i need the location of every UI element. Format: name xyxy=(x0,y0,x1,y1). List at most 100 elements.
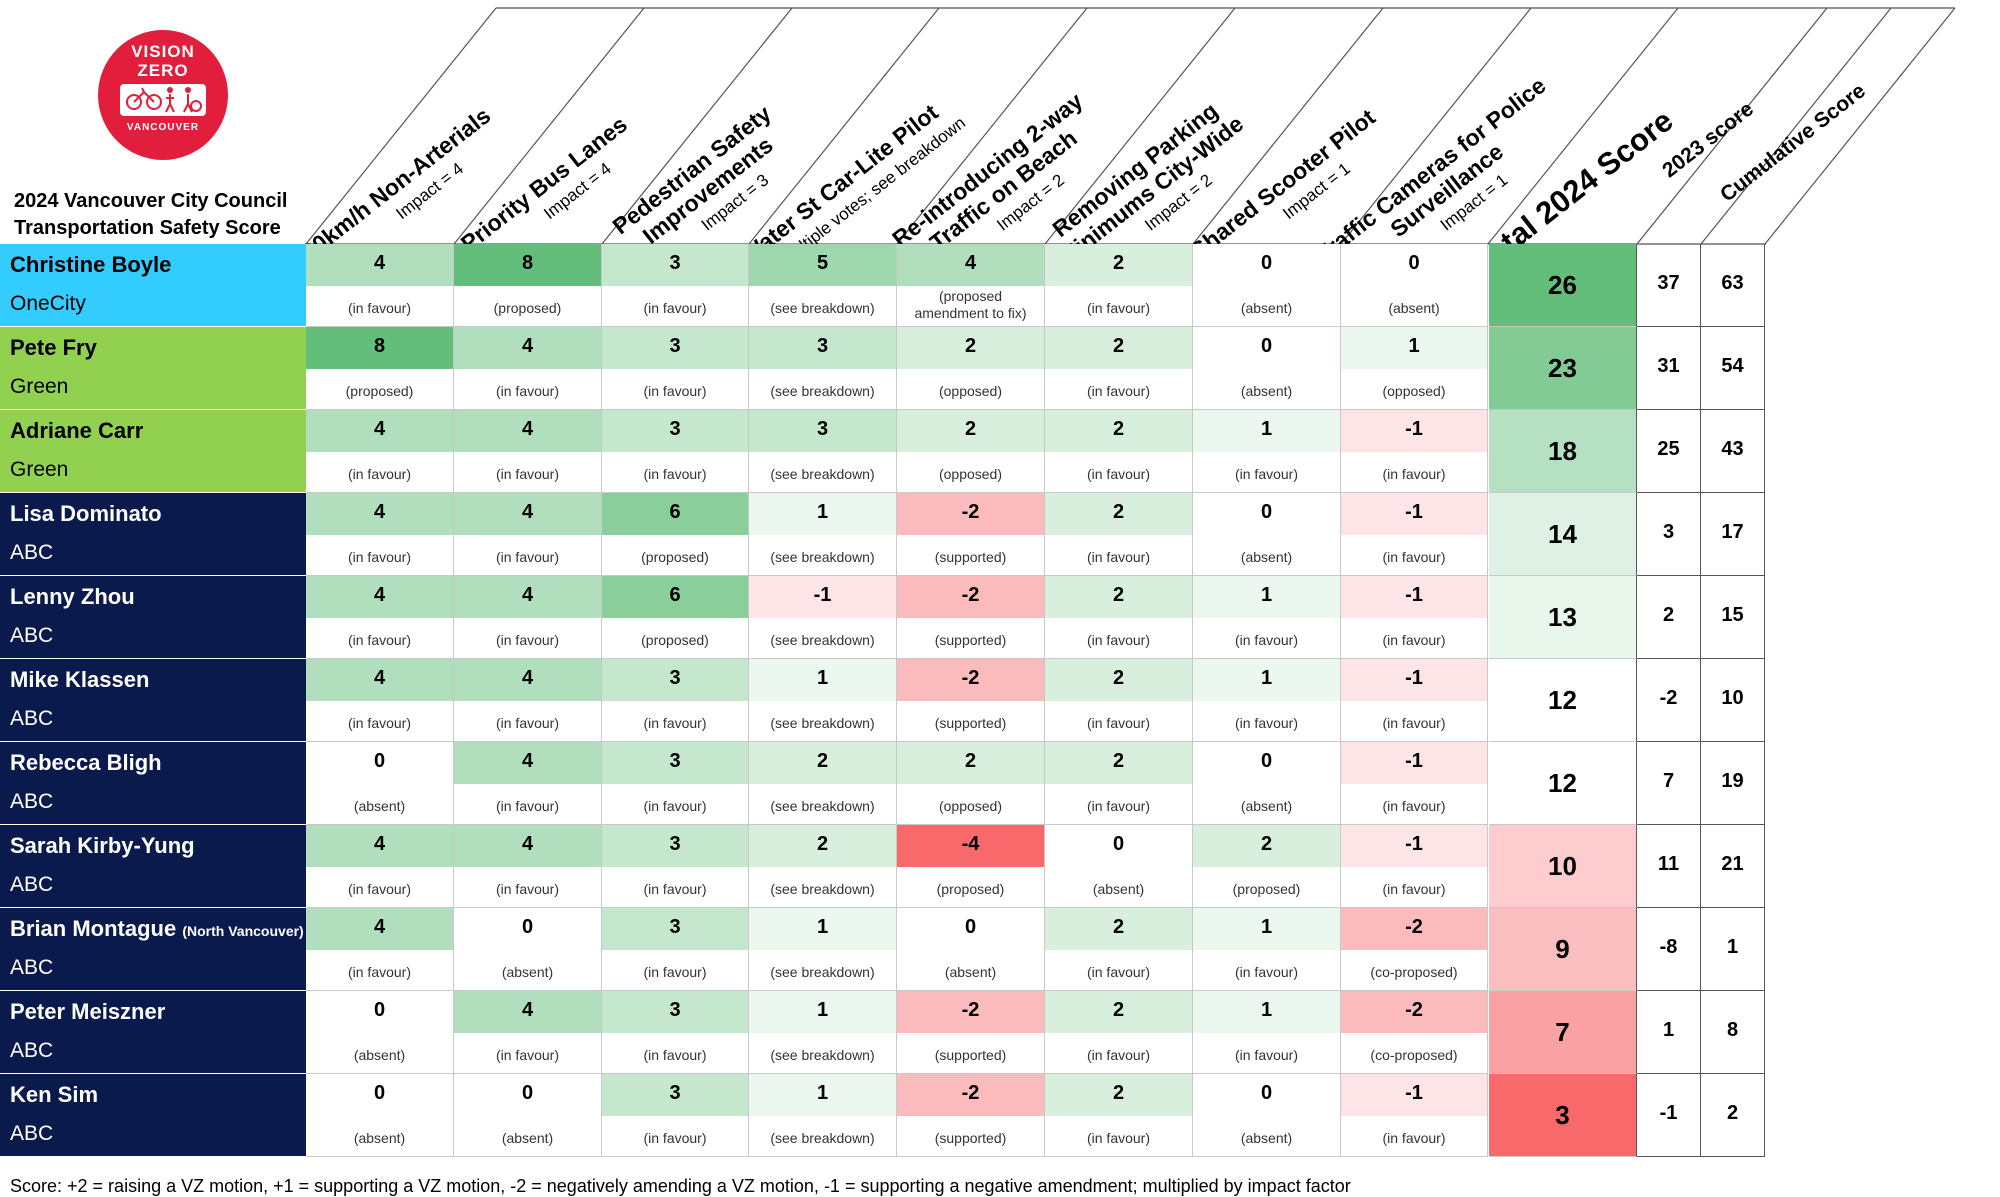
score-color-fill xyxy=(1045,327,1192,369)
score-cell: 0 (absent) xyxy=(306,1074,454,1157)
score-value: 2 xyxy=(964,750,977,772)
score-value: -1 xyxy=(813,584,832,606)
score-cell: 3 (in favour) xyxy=(602,908,749,991)
score-2023-value: 3 xyxy=(1662,521,1675,543)
score-cell: 4 (in favour) xyxy=(454,493,602,576)
vote-note: (proposed) xyxy=(641,549,709,565)
score-color-fill xyxy=(454,327,601,369)
score-value: 2 xyxy=(1112,999,1125,1021)
score-cell: 5 (see breakdown) xyxy=(749,244,897,327)
councillor-name: Peter Meiszner xyxy=(10,999,166,1024)
councillor-party: ABC xyxy=(10,790,54,813)
score-color-fill xyxy=(1045,244,1192,286)
councillor-name: Mike Klassen xyxy=(10,667,150,692)
cumulative-score-cell: 10 xyxy=(1701,659,1765,742)
score-color-fill xyxy=(1193,1074,1340,1116)
score-value: 4 xyxy=(521,335,534,357)
councillor-cell: Rebecca Bligh ABC xyxy=(0,742,306,825)
score-cell: 0 (absent) xyxy=(306,991,454,1074)
score-value: 6 xyxy=(669,501,681,523)
score-value: 2 xyxy=(1112,252,1125,274)
vote-note: (in favour) xyxy=(643,798,707,814)
vote-note: (in favour) xyxy=(495,466,560,482)
vote-note: (see breakdown) xyxy=(770,715,875,731)
councillor-name: Brian Montague xyxy=(10,916,177,941)
score-color-fill xyxy=(897,493,1044,535)
score-value: 2 xyxy=(1112,1082,1125,1104)
score-color-fill xyxy=(749,327,896,369)
score-value: -2 xyxy=(1405,916,1423,938)
score-color-fill xyxy=(749,576,896,618)
score-value: 2 xyxy=(1112,750,1125,772)
score-value: 4 xyxy=(521,667,534,689)
councillor-cell: Ken Sim ABC xyxy=(0,1074,306,1157)
score-value: 4 xyxy=(373,833,386,855)
score-value: 3 xyxy=(669,750,681,772)
score-2023-cell: 3 xyxy=(1637,493,1701,576)
total-2024-score: 18 xyxy=(1489,410,1637,493)
score-color-fill xyxy=(1045,493,1192,535)
score-color-fill xyxy=(749,991,896,1033)
score-value: 2 xyxy=(964,335,977,357)
score-color-fill xyxy=(1045,991,1192,1033)
cumulative-score-cell: 63 xyxy=(1701,244,1765,327)
total-2024-score: 12 xyxy=(1489,742,1637,825)
vote-note: (in favour) xyxy=(643,881,707,897)
cumulative-score-cell: 17 xyxy=(1701,493,1765,576)
score-color-fill xyxy=(1341,244,1487,286)
score-2023-value: -8 xyxy=(1659,936,1678,958)
score-value: -2 xyxy=(961,584,980,606)
councillor-party: ABC xyxy=(10,873,54,896)
score-cell: -2 (supported) xyxy=(897,991,1045,1074)
score-cell: 2 (in favour) xyxy=(1045,493,1193,576)
score-value: 3 xyxy=(816,335,829,357)
score-color-fill xyxy=(897,991,1044,1033)
score-color-fill xyxy=(454,908,601,950)
score-value: 2 xyxy=(1112,418,1125,440)
councillor-cell: Christine Boyle OneCity xyxy=(0,244,306,327)
score-value: 0 xyxy=(1260,252,1273,274)
score-value: 1 xyxy=(1260,667,1273,689)
score-value: 0 xyxy=(1260,335,1273,357)
score-color-fill xyxy=(1193,493,1340,535)
councillor-name: Ken Sim xyxy=(10,1082,99,1107)
score-cell: 8 (proposed) xyxy=(306,327,454,410)
vote-note: (see breakdown) xyxy=(770,632,875,648)
score-value: 1 xyxy=(816,1082,829,1104)
vote-note: (supported) xyxy=(934,549,1007,565)
vote-note: (in favour) xyxy=(495,549,560,565)
score-value: 4 xyxy=(373,916,386,938)
vote-note: (in favour) xyxy=(1086,1130,1151,1146)
cumulative-score-value: 63 xyxy=(1721,272,1744,294)
vision-zero-logo: VISION ZERO VANCOUVER xyxy=(98,30,228,160)
score-value: 1 xyxy=(816,999,829,1021)
cumulative-score-value: 1 xyxy=(1726,936,1739,958)
score-2023-cell: -8 xyxy=(1637,908,1701,991)
councillor-cell: Sarah Kirby-Yung ABC xyxy=(0,825,306,908)
vote-note: (in favour) xyxy=(1086,715,1151,731)
score-2023-cell: 2 xyxy=(1637,576,1701,659)
vote-note: (opposed) xyxy=(938,798,1003,814)
total-value: 10 xyxy=(1548,851,1577,881)
score-cell: -2 (supported) xyxy=(897,659,1045,742)
score-cell: -2 (supported) xyxy=(897,493,1045,576)
score-color-fill xyxy=(1341,991,1487,1033)
score-2023-value: 31 xyxy=(1657,355,1680,377)
total-2024-score: 13 xyxy=(1489,576,1637,659)
vote-note: (in favour) xyxy=(495,383,560,399)
score-color-fill xyxy=(1193,825,1340,867)
score-cell: 2 (proposed) xyxy=(1193,825,1341,908)
score-value: 0 xyxy=(1408,252,1420,274)
score-cell: -1 (in favour) xyxy=(1341,576,1488,659)
cumulative-score-cell: 54 xyxy=(1701,327,1765,410)
score-color-fill xyxy=(602,908,748,950)
vote-note: (supported) xyxy=(934,632,1007,648)
score-color-fill xyxy=(602,991,748,1033)
score-value: 3 xyxy=(816,418,829,440)
score-color-fill xyxy=(1193,659,1340,701)
score-color-fill xyxy=(602,576,748,618)
score-cell: 2 (in favour) xyxy=(1045,410,1193,493)
vote-note: (in favour) xyxy=(643,466,707,482)
vote-note: (absent) xyxy=(501,1130,554,1146)
